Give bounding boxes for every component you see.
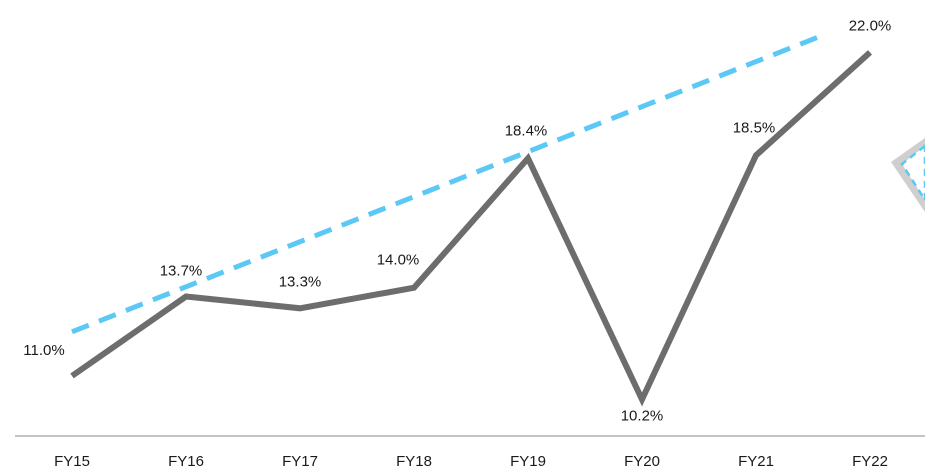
x-tick-label: FY17 — [282, 453, 318, 470]
data-label: 22.0% — [849, 17, 892, 34]
data-labels-layer: 11.0% 13.7% 13.3% 14.0% 18.4% 10.2% 18.5% 22.0% — [23, 17, 891, 424]
data-label: 18.4% — [505, 122, 548, 139]
data-label: 10.2% — [621, 407, 664, 424]
data-label: 13.7% — [160, 263, 203, 280]
arrow-shape-edge — [900, 144, 925, 203]
data-label: 14.0% — [377, 252, 420, 269]
trendline — [71, 32, 825, 335]
x-tick-labels-layer: FY15 FY16 FY17 FY18 FY19 FY20 FY21 FY22 — [54, 453, 888, 470]
x-tick-label: FY19 — [510, 453, 546, 470]
x-tick-label: FY21 — [738, 453, 774, 470]
data-label: 13.3% — [279, 273, 322, 290]
data-label: 18.5% — [733, 119, 776, 136]
trendline-layer — [71, 32, 825, 335]
data-label: 11.0% — [23, 342, 64, 359]
x-tick-label: FY22 — [852, 453, 888, 470]
series-line — [70, 50, 873, 407]
x-tick-label: FY20 — [624, 453, 660, 470]
arrow-callout-decoration — [891, 138, 925, 212]
x-tick-label: FY15 — [54, 453, 90, 470]
series-layer — [70, 50, 873, 407]
x-tick-label: FY16 — [168, 453, 204, 470]
x-tick-label: FY18 — [396, 453, 432, 470]
